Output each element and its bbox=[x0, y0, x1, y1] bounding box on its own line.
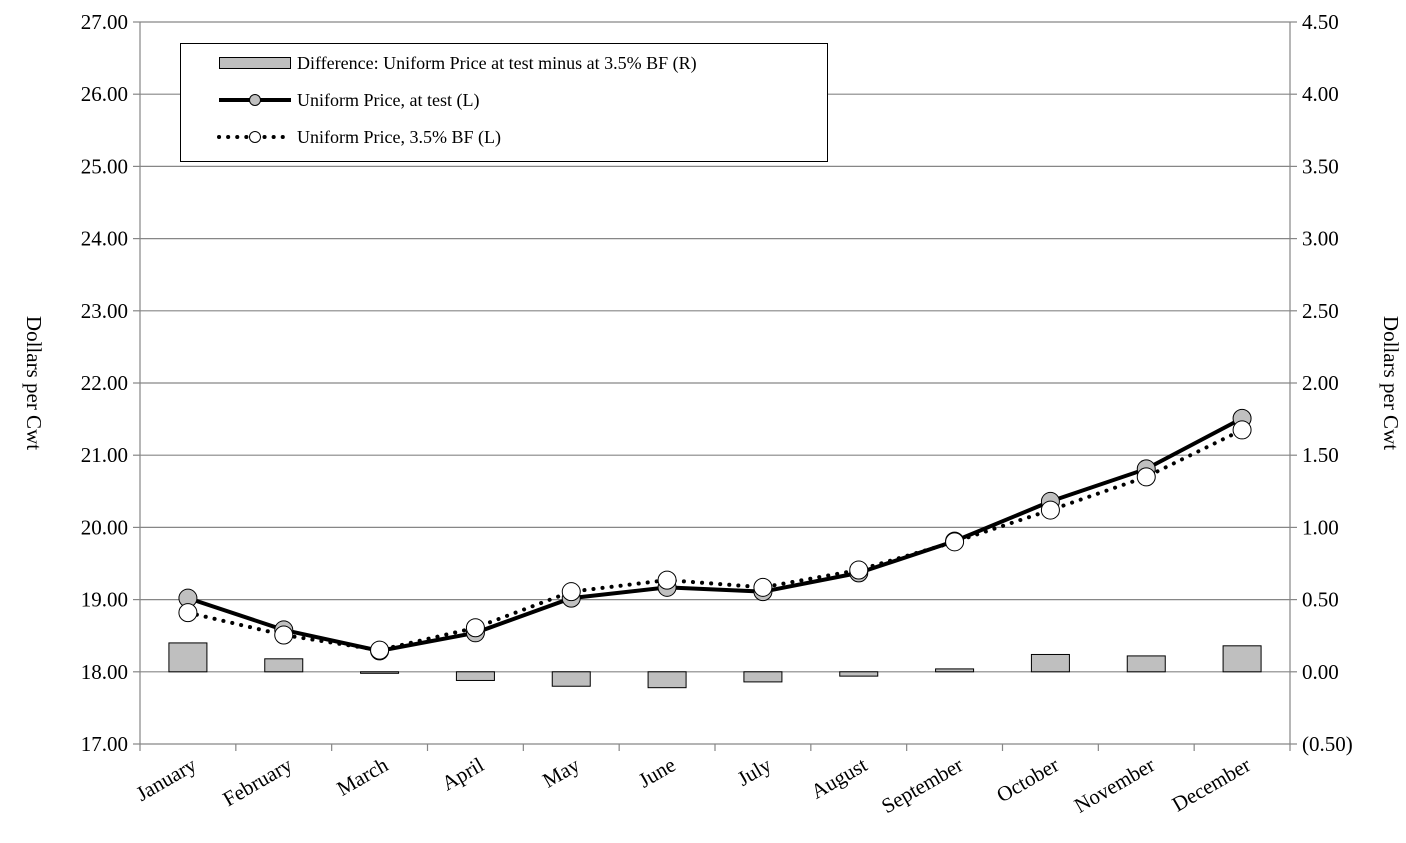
x-tick-label: April bbox=[438, 752, 489, 795]
axes bbox=[133, 21, 1297, 751]
right-tick-label: 0.00 bbox=[1302, 660, 1339, 684]
difference-bar bbox=[743, 671, 783, 683]
x-tick-label: September bbox=[877, 753, 967, 819]
difference-bar bbox=[455, 671, 495, 681]
x-tick-label: November bbox=[1070, 753, 1159, 818]
difference-bars bbox=[168, 642, 1262, 689]
left-tick-label: 18.00 bbox=[81, 660, 128, 684]
right-tick-label: 2.00 bbox=[1302, 371, 1339, 395]
x-tick-label: June bbox=[634, 753, 679, 793]
marker-3-5-bf bbox=[945, 532, 965, 552]
left-axis-label: Dollars per Cwt bbox=[22, 316, 46, 450]
left-tick-label: 25.00 bbox=[81, 154, 128, 178]
legend-swatch-dotted-line bbox=[217, 127, 293, 147]
x-tick-label: July bbox=[733, 752, 776, 791]
x-tick-label: August bbox=[807, 752, 872, 803]
legend-swatch-solid-line bbox=[217, 90, 293, 110]
legend: Difference: Uniform Price at test minus … bbox=[180, 43, 828, 162]
legend-label-3-5-bf: Uniform Price, 3.5% BF (L) bbox=[297, 126, 501, 147]
marker-3-5-bf bbox=[1136, 467, 1156, 487]
difference-bar bbox=[935, 668, 975, 673]
right-tick-label: 0.50 bbox=[1302, 588, 1339, 612]
line-uniform-price-at-test bbox=[187, 416, 1244, 653]
marker-3-5-bf bbox=[465, 618, 485, 638]
difference-bar bbox=[1222, 645, 1262, 673]
difference-bar bbox=[360, 671, 400, 674]
x-tick-label: May bbox=[538, 752, 584, 792]
right-axis-label: Dollars per Cwt bbox=[1379, 316, 1403, 450]
marker-3-5-bf bbox=[370, 640, 390, 660]
x-tick-label: October bbox=[992, 753, 1063, 808]
legend-label-difference: Difference: Uniform Price at test minus … bbox=[297, 52, 697, 73]
difference-bar bbox=[551, 671, 591, 687]
marker-3-5-bf bbox=[657, 570, 677, 590]
left-tick-label: 24.00 bbox=[81, 227, 128, 251]
left-tick-label: 22.00 bbox=[81, 371, 128, 395]
right-tick-label: 1.50 bbox=[1302, 443, 1339, 467]
right-tick-label: 1.00 bbox=[1302, 515, 1339, 539]
difference-bar bbox=[1126, 655, 1166, 673]
marker-3-5-bf bbox=[1040, 500, 1060, 520]
legend-item-3-5-bf: Uniform Price, 3.5% BF (L) bbox=[217, 125, 501, 149]
right-tick-label: 4.50 bbox=[1302, 10, 1339, 34]
left-tick-label: 21.00 bbox=[81, 443, 128, 467]
right-tick-label: 2.50 bbox=[1302, 299, 1339, 323]
gridlines bbox=[140, 21, 1290, 745]
marker-3-5-bf bbox=[274, 625, 294, 645]
left-tick-label: 20.00 bbox=[81, 515, 128, 539]
marker-3-5-bf bbox=[1232, 420, 1252, 440]
marker-3-5-bf bbox=[561, 582, 581, 602]
right-tick-label: 3.50 bbox=[1302, 154, 1339, 178]
line-uniform-price-3-5-bf bbox=[185, 427, 1245, 653]
left-tick-label: 17.00 bbox=[81, 732, 128, 756]
difference-bar bbox=[647, 671, 687, 689]
x-tick-label: March bbox=[333, 752, 393, 800]
price-lines bbox=[185, 416, 1245, 653]
left-tick-label: 26.00 bbox=[81, 82, 128, 106]
left-tick-label: 19.00 bbox=[81, 588, 128, 612]
left-tick-label: 27.00 bbox=[81, 10, 128, 34]
marker-3-5-bf bbox=[178, 603, 198, 623]
left-tick-label: 23.00 bbox=[81, 299, 128, 323]
difference-bar bbox=[168, 642, 208, 673]
difference-bar bbox=[1030, 653, 1070, 673]
difference-bar bbox=[839, 671, 879, 677]
right-tick-label: 3.00 bbox=[1302, 227, 1339, 251]
marker-3-5-bf bbox=[849, 560, 869, 580]
right-tick-label: 4.00 bbox=[1302, 82, 1339, 106]
right-tick-label: (0.50) bbox=[1302, 732, 1353, 756]
legend-item-difference: Difference: Uniform Price at test minus … bbox=[217, 51, 697, 75]
marker-3-5-bf bbox=[753, 577, 773, 597]
x-tick-label: December bbox=[1168, 753, 1255, 817]
legend-swatch-bar bbox=[217, 53, 293, 73]
legend-item-at-test: Uniform Price, at test (L) bbox=[217, 88, 479, 112]
x-tick-label: February bbox=[219, 752, 297, 811]
difference-bar bbox=[264, 658, 304, 673]
price-markers bbox=[178, 408, 1252, 661]
legend-label-at-test: Uniform Price, at test (L) bbox=[297, 89, 480, 110]
x-tick-label: January bbox=[132, 752, 201, 806]
